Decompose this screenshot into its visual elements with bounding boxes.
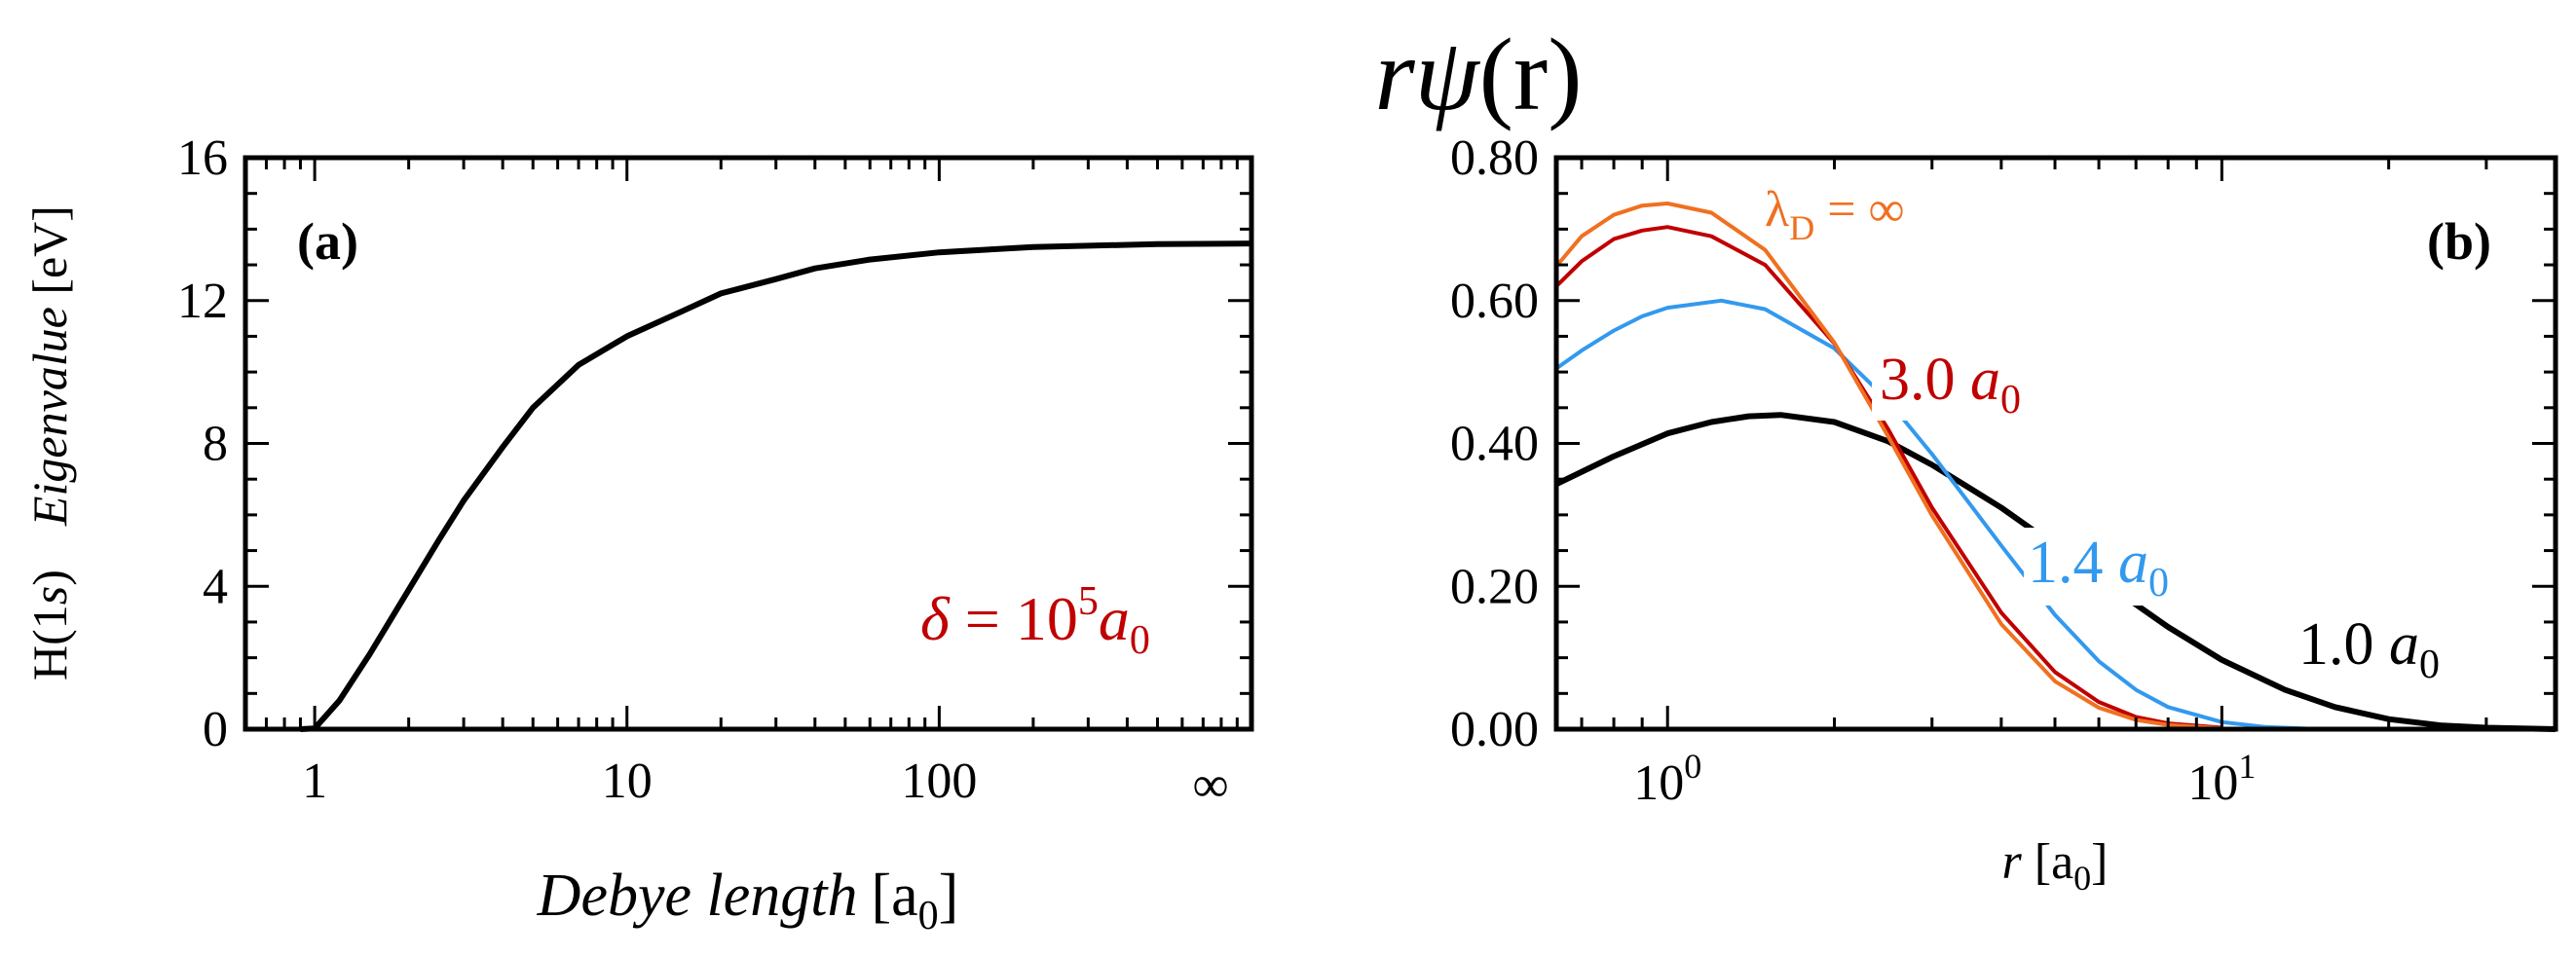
y-tick-label: 0.80 <box>1450 130 1539 186</box>
panel-b-major-ticks <box>1556 156 2556 731</box>
legend-1-4-a0: 1.4 a0 <box>2028 530 2169 606</box>
panel-b-xlabel-close: ] <box>2091 834 2108 890</box>
panel-a-minor-ticks <box>243 158 1251 729</box>
panel-b-xlabel-sub: 0 <box>2073 859 2091 898</box>
legend-1-0-num: 1.0 <box>2298 611 2389 678</box>
legend-1-0-a0: 1.0 a0 <box>2298 611 2440 687</box>
legend-3-0-a0: 3.0 a0 <box>1880 347 2021 423</box>
panel-a-xlabel-close: ] <box>939 863 959 929</box>
panel-a-ylabel-2: s <box>22 586 77 605</box>
panel-a-xlabel-main: Debye length <box>537 863 858 929</box>
panel-b-label: (b) <box>2427 212 2491 271</box>
panel-a-label: (a) <box>297 212 358 271</box>
y-tick-label: 8 <box>203 417 228 472</box>
x-tick-label: 100 <box>901 754 977 809</box>
label-gap-red <box>1872 345 2057 421</box>
legend-3-0-num: 3.0 <box>1880 347 1970 413</box>
y-tick-label: 0.60 <box>1450 274 1539 329</box>
figure-title-greek: ψ <box>1415 18 1481 131</box>
panel-b-x-axis-title: r [a0] <box>2002 834 2109 898</box>
legend-lambda-symbol: λ <box>1765 182 1789 238</box>
series-line--d- <box>1554 202 2222 731</box>
figure-title: rψ(r) <box>1374 18 1582 131</box>
label-gap-black <box>2287 604 2482 686</box>
y-tick-label: 4 <box>203 559 228 614</box>
panel-a-delta-annotation: δ = 105a0 <box>920 579 1150 663</box>
panel-b-tick-labels: 100 101 0.00 0.20 0.40 0.60 0.80 <box>1450 130 2256 811</box>
x-tick-label-infinity: ∞ <box>1192 757 1228 813</box>
delta-sub: 0 <box>1130 618 1150 663</box>
panel-a-tick-labels: 1 10 100 ∞ 0 4 8 12 16 <box>177 130 1229 813</box>
figure-title-prefix: r <box>1374 18 1415 131</box>
series-line-1-0-a0 <box>1554 412 2557 732</box>
y-tick-label: 12 <box>177 274 228 329</box>
panel-a-ylabel-1: H(1 <box>22 605 77 680</box>
y-tick-label: 16 <box>177 130 228 186</box>
legend-3-0-a: a <box>1970 347 2000 413</box>
legend-lambda-inf: λD = ∞ <box>1765 182 1905 247</box>
x-tick-label: 101 <box>2187 747 2256 811</box>
delta-a: a <box>1099 584 1130 653</box>
legend-1-4-num: 1.4 <box>2028 530 2118 596</box>
x-tick-label: 10 <box>602 754 653 809</box>
panel-b-xlabel-main: r <box>2002 834 2023 890</box>
series-line-3-0-a0 <box>1554 225 2222 730</box>
panel-a-eigenvalue-curve <box>300 240 1252 732</box>
panel-a-xlabel-unit: [a <box>871 863 917 929</box>
panel-a-y-axis-title: H(1s) Eigenvalue [eV] <box>22 205 77 680</box>
legend-3-0-sub: 0 <box>2000 378 2021 423</box>
label-gap-blue <box>2024 528 2189 606</box>
panel-a-major-ticks <box>245 156 1251 731</box>
panel-a-xlabel-sub: 0 <box>918 894 939 938</box>
legend-1-0-a: a <box>2389 611 2419 678</box>
series-line-1-4-a0 <box>1554 298 2320 731</box>
panel-b-curves <box>1554 202 2557 732</box>
x-tick-label: 100 <box>1633 747 1701 811</box>
panel-b-minor-ticks <box>1556 158 2557 729</box>
panel-b-xlabel-unit: [a <box>2022 834 2073 890</box>
y-tick-label: 0.40 <box>1450 417 1539 472</box>
delta-exp: 5 <box>1078 579 1099 624</box>
legend-lambda-rest: = ∞ <box>1814 182 1904 238</box>
legend-1-0-sub: 0 <box>2419 643 2440 687</box>
x-tick-label: 1 <box>302 754 327 809</box>
y-tick-label: 0.00 <box>1450 702 1539 757</box>
panel-a-x-axis-title: Debye length [a0] <box>537 863 959 938</box>
legend-lambda-sub: D <box>1789 208 1814 247</box>
panel-b: 100 101 0.00 0.20 0.40 0.60 0.80 (b) λD = ∞ 3.… <box>1450 130 2558 898</box>
panel-a-ylabel-5: [eV] <box>22 205 77 307</box>
delta-symbol: δ <box>920 584 951 653</box>
y-tick-label: 0 <box>203 702 228 757</box>
legend-1-4-a: a <box>2118 530 2148 596</box>
legend-1-4-sub: 0 <box>2148 561 2169 606</box>
figure-title-args: (r) <box>1479 18 1583 131</box>
panel-a-ylabel-4: Eigenvalue <box>22 307 77 527</box>
panel-a-ylabel-3: ) <box>22 545 77 586</box>
delta-eq: = 10 <box>950 584 1078 653</box>
y-tick-label: 0.20 <box>1450 559 1539 614</box>
